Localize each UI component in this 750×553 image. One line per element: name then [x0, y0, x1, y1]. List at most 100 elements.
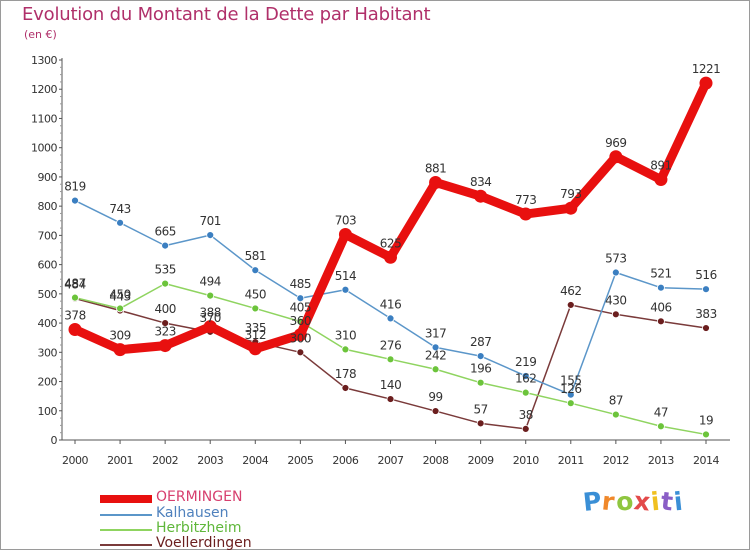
data-label: 450 — [109, 287, 130, 301]
data-label: 773 — [515, 193, 536, 207]
data-point — [386, 395, 395, 403]
data-label: 47 — [654, 405, 668, 419]
data-label: 485 — [290, 277, 311, 291]
data-point — [702, 324, 710, 332]
data-label: 99 — [428, 390, 442, 404]
data-point — [657, 317, 665, 326]
data-point — [476, 378, 485, 387]
proxiti-logo: Proxiti — [582, 486, 685, 517]
data-label: 581 — [245, 249, 266, 263]
y-tick-label: 800 — [38, 200, 58, 213]
legend-swatch — [100, 514, 152, 516]
chart-subtitle: (en €) — [24, 28, 57, 41]
data-label: 276 — [380, 338, 401, 352]
data-point — [566, 399, 575, 408]
data-label: 881 — [425, 161, 446, 175]
data-label: 573 — [605, 252, 626, 266]
data-label: 87 — [609, 394, 623, 408]
data-label: 443 — [109, 290, 130, 304]
y-tick-label: 1000 — [31, 142, 57, 155]
data-point — [384, 250, 397, 264]
data-label: 309 — [109, 329, 130, 343]
data-label: 360 — [290, 314, 311, 328]
data-point — [699, 76, 713, 90]
data-point — [476, 419, 485, 428]
data-point — [702, 430, 710, 439]
data-point — [161, 319, 170, 327]
data-point — [71, 293, 79, 302]
data-label: 300 — [290, 331, 311, 345]
y-tick-label: 600 — [38, 259, 58, 272]
data-point — [296, 348, 305, 357]
data-point — [296, 294, 305, 303]
data-label: 383 — [695, 307, 716, 321]
y-tick-label: 200 — [38, 376, 58, 389]
data-point — [251, 304, 260, 313]
data-label: 535 — [154, 263, 175, 277]
data-point — [386, 355, 395, 364]
y-tick-label: 700 — [38, 229, 58, 242]
data-point — [476, 352, 485, 361]
x-tick-label: 2010 — [513, 454, 539, 467]
data-point — [566, 390, 575, 399]
data-label: 703 — [335, 214, 356, 228]
data-point — [386, 314, 395, 323]
data-point — [474, 189, 488, 203]
data-point — [519, 207, 533, 221]
data-label: 521 — [650, 267, 671, 281]
data-label: 487 — [64, 277, 85, 291]
data-point — [431, 407, 440, 415]
data-point — [68, 323, 82, 337]
data-point — [521, 424, 530, 433]
data-label: 310 — [335, 328, 356, 342]
data-point — [341, 345, 350, 354]
data-label: 370 — [200, 311, 221, 325]
data-label: 484 — [64, 278, 85, 292]
data-point — [654, 173, 668, 187]
data-point — [113, 343, 127, 357]
y-tick-label: 1200 — [31, 83, 57, 96]
x-tick-label: 2014 — [693, 454, 719, 467]
data-label: 743 — [109, 202, 130, 216]
data-label: 494 — [200, 275, 221, 289]
y-tick-label: 300 — [38, 346, 58, 359]
data-label: 219 — [515, 355, 536, 369]
x-tick-label: 2000 — [62, 454, 88, 467]
legend-label: Voellerdingen — [156, 535, 252, 551]
data-label: 416 — [380, 297, 401, 311]
x-tick-label: 2011 — [558, 454, 584, 467]
data-label: 701 — [200, 214, 221, 228]
data-point — [338, 228, 352, 242]
data-label: 1221 — [692, 62, 721, 76]
x-tick-label: 2004 — [242, 454, 268, 467]
x-tick-label: 2002 — [152, 454, 178, 467]
legend-label: Kalhausen — [156, 505, 229, 521]
data-label: 196 — [470, 362, 491, 376]
data-point — [293, 328, 307, 342]
x-tick-label: 2007 — [378, 454, 404, 467]
y-tick-label: 900 — [38, 171, 58, 184]
data-label: 406 — [650, 300, 671, 314]
data-label: 178 — [335, 367, 356, 381]
x-tick-label: 2009 — [468, 454, 494, 467]
data-label: 317 — [425, 326, 446, 340]
data-point — [251, 266, 260, 275]
data-point — [71, 196, 79, 205]
data-point — [161, 241, 170, 250]
data-label: 516 — [695, 268, 716, 282]
data-point — [521, 372, 530, 380]
data-label: 57 — [474, 402, 488, 416]
x-tick-label: 2006 — [332, 454, 358, 467]
legend-swatch — [100, 544, 152, 546]
data-point — [609, 150, 623, 164]
data-point — [611, 268, 620, 277]
data-label: 793 — [560, 187, 581, 201]
data-label: 312 — [245, 328, 266, 342]
data-point — [564, 201, 578, 215]
data-point — [657, 283, 665, 292]
legend-swatch — [100, 495, 152, 503]
data-point — [431, 343, 440, 352]
data-point — [431, 365, 440, 374]
legend-label: Herbitzheim — [156, 520, 242, 536]
